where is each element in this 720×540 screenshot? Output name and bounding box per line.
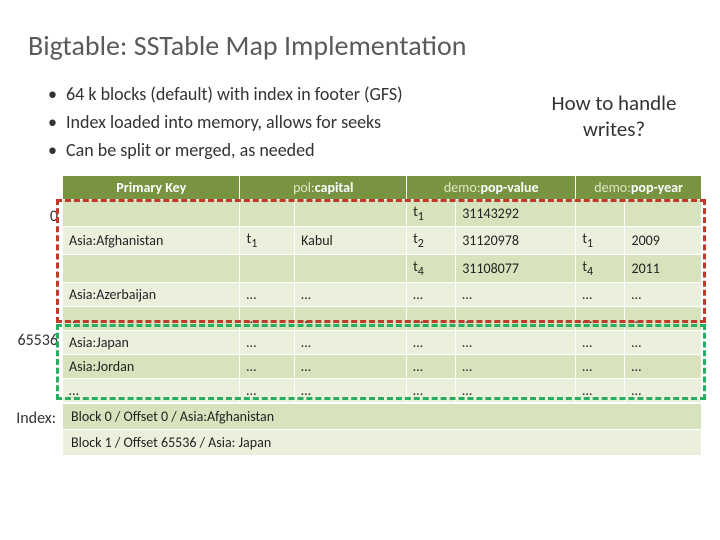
bullet-2: Index loaded into memory, allows for see…	[48, 109, 692, 137]
hdr-col3: demo:pop-year	[576, 175, 702, 199]
table-row: Asia:Jordan………………	[63, 355, 702, 379]
hdr-col2: demo:pop-value	[407, 175, 576, 199]
offset-0: 0	[14, 207, 58, 226]
table-row: Asia:Afghanistant1Kabult231120978t12009	[63, 227, 702, 255]
offset-65536: 65536	[14, 331, 58, 350]
hdr-col1-q: capital	[315, 179, 354, 196]
hdr-col1: pol:capital	[240, 175, 407, 199]
bullets: 64 k blocks (default) with index in foot…	[48, 81, 692, 165]
index-label: Index:	[0, 409, 56, 428]
table-row: …………………	[63, 307, 702, 331]
table-row: Asia:Japan………………	[63, 331, 702, 355]
table-row: t131143292	[63, 199, 702, 227]
slide-title: Bigtable: SSTable Map Implementation	[28, 28, 692, 63]
bullet-1: 64 k blocks (default) with index in foot…	[48, 81, 692, 109]
table-row: t431108077t42011	[63, 255, 702, 283]
hdr-col2-fam: demo:	[444, 179, 481, 196]
index-table: Block 0 / Offset 0 / Asia:Afghanistan Bl…	[62, 403, 702, 456]
hdr-col2-q: pop-value	[480, 179, 538, 196]
hdr-col3-q: pop-year	[631, 179, 683, 196]
index-row-1: Block 1 / Offset 65536 / Asia: Japan	[63, 430, 702, 456]
index-row-0: Block 0 / Offset 0 / Asia:Afghanistan	[63, 404, 702, 430]
sstable: Primary Key pol:capital demo:pop-value d…	[62, 175, 702, 403]
table-row: Asia:Azerbaijan………………	[63, 283, 702, 307]
hdr-col3-fam: demo:	[594, 179, 631, 196]
hdr-pk: Primary Key	[63, 175, 240, 199]
bullet-3: Can be split or merged, as needed	[48, 137, 692, 165]
table-row: …………………	[63, 379, 702, 403]
hdr-col1-fam: pol:	[293, 179, 315, 196]
